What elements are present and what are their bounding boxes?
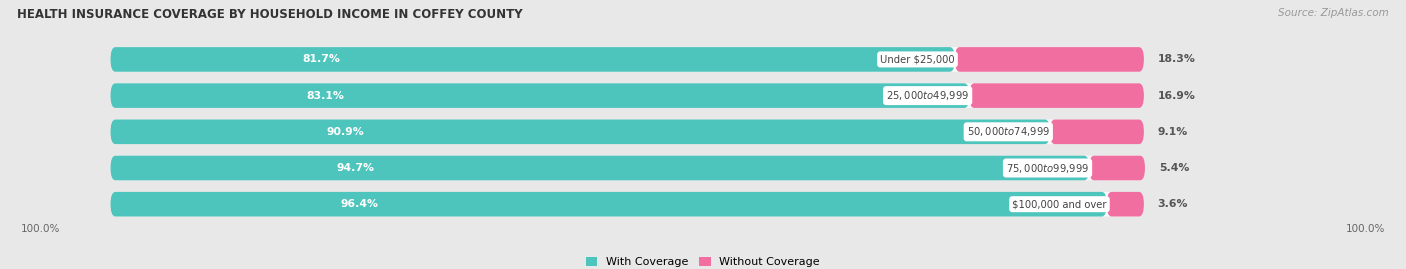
- FancyBboxPatch shape: [14, 153, 1392, 183]
- Text: 94.7%: 94.7%: [336, 163, 374, 173]
- FancyBboxPatch shape: [111, 47, 1144, 72]
- FancyBboxPatch shape: [111, 119, 1050, 144]
- Text: HEALTH INSURANCE COVERAGE BY HOUSEHOLD INCOME IN COFFEY COUNTY: HEALTH INSURANCE COVERAGE BY HOUSEHOLD I…: [17, 8, 523, 21]
- FancyBboxPatch shape: [111, 192, 1107, 217]
- Text: 96.4%: 96.4%: [340, 199, 378, 209]
- Text: 5.4%: 5.4%: [1159, 163, 1189, 173]
- Text: 9.1%: 9.1%: [1157, 127, 1188, 137]
- Text: 18.3%: 18.3%: [1157, 54, 1195, 64]
- Text: 81.7%: 81.7%: [302, 54, 340, 64]
- Text: $50,000 to $74,999: $50,000 to $74,999: [967, 125, 1050, 138]
- FancyBboxPatch shape: [14, 44, 1392, 75]
- FancyBboxPatch shape: [1050, 119, 1144, 144]
- Text: 3.6%: 3.6%: [1157, 199, 1188, 209]
- Text: Source: ZipAtlas.com: Source: ZipAtlas.com: [1278, 8, 1389, 18]
- Text: 90.9%: 90.9%: [326, 127, 364, 137]
- FancyBboxPatch shape: [969, 83, 1144, 108]
- FancyBboxPatch shape: [14, 116, 1392, 147]
- Text: Under $25,000: Under $25,000: [880, 54, 955, 64]
- FancyBboxPatch shape: [955, 47, 1144, 72]
- Text: 16.9%: 16.9%: [1157, 91, 1195, 101]
- FancyBboxPatch shape: [111, 156, 1144, 180]
- Text: 83.1%: 83.1%: [307, 91, 344, 101]
- FancyBboxPatch shape: [111, 156, 1090, 180]
- Text: $25,000 to $49,999: $25,000 to $49,999: [886, 89, 969, 102]
- Text: $100,000 and over: $100,000 and over: [1012, 199, 1107, 209]
- FancyBboxPatch shape: [111, 47, 955, 72]
- FancyBboxPatch shape: [111, 192, 1144, 217]
- FancyBboxPatch shape: [14, 80, 1392, 111]
- Text: $75,000 to $99,999: $75,000 to $99,999: [1005, 161, 1090, 175]
- Text: 100.0%: 100.0%: [1346, 224, 1385, 234]
- Legend: With Coverage, Without Coverage: With Coverage, Without Coverage: [583, 255, 823, 269]
- FancyBboxPatch shape: [111, 119, 1144, 144]
- FancyBboxPatch shape: [111, 83, 1144, 108]
- FancyBboxPatch shape: [1090, 156, 1144, 180]
- Text: 100.0%: 100.0%: [21, 224, 60, 234]
- FancyBboxPatch shape: [1107, 192, 1144, 217]
- FancyBboxPatch shape: [111, 83, 969, 108]
- FancyBboxPatch shape: [14, 189, 1392, 220]
